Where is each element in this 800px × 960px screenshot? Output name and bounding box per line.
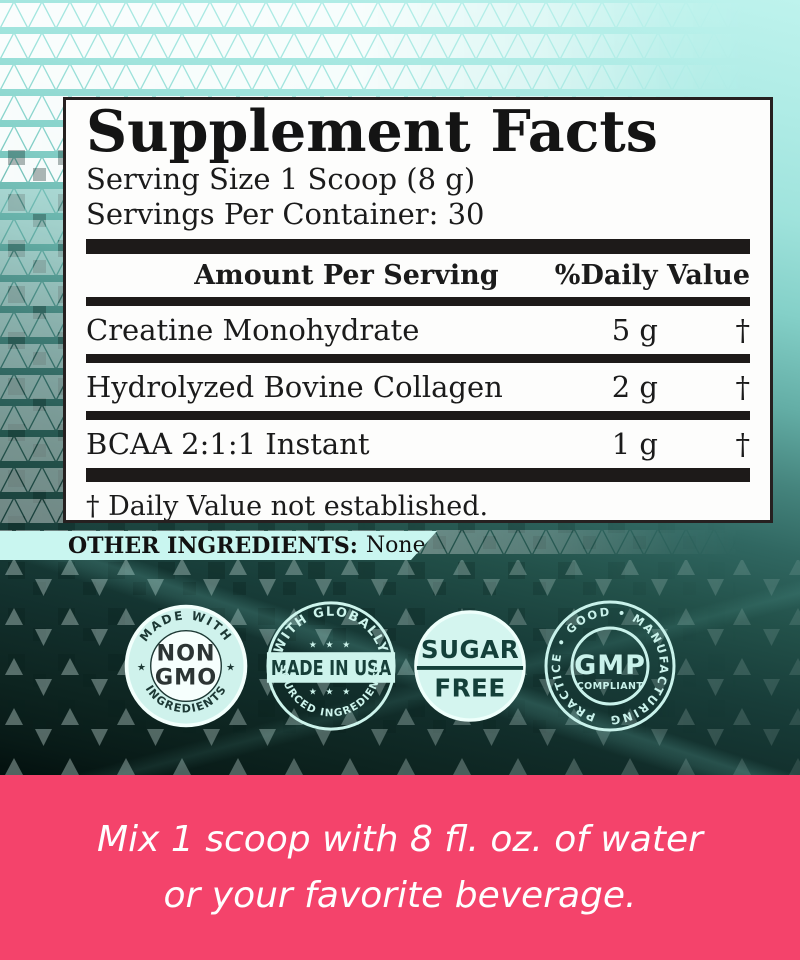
- badge-outer-ring: [544, 600, 675, 732]
- gmp-compliant-text: COMPLIANT: [576, 681, 643, 692]
- divider: [86, 411, 750, 420]
- stars-row: ★ ★ ★: [308, 688, 352, 698]
- gmp-badge: PRACTICE • GOOD • MANUFACTURING • GMP CO…: [540, 596, 675, 732]
- other-ingredients-label: OTHER INGREDIENTS:: [68, 532, 358, 559]
- ingredient-amount: 1 g: [611, 427, 658, 461]
- directions-banner: Mix 1 scoop with 8 fl. oz. of water or y…: [0, 775, 800, 960]
- other-ingredients-value: None: [365, 533, 426, 558]
- servings-per-container: Servings Per Container: 30: [86, 197, 485, 231]
- supplement-facts-panel: Supplement Facts Serving Size 1 Scoop (8…: [63, 97, 773, 523]
- table-row: Creatine Monohydrate 5 g †: [86, 306, 750, 354]
- ingredient-name: Creatine Monohydrate: [86, 313, 420, 347]
- divider-thick-top: [86, 239, 750, 254]
- table-row: Hydrolyzed Bovine Collagen 2 g †: [86, 363, 750, 411]
- divider: [86, 297, 750, 306]
- column-amount-per-serving: Amount Per Serving: [194, 260, 499, 291]
- table-row: BCAA 2:1:1 Instant 1 g †: [86, 420, 750, 468]
- stars-row: ★ ★ ★: [308, 640, 352, 650]
- non-gmo-text: GMO: [154, 665, 216, 691]
- ingredient-dv: †: [735, 427, 751, 461]
- non-gmo-badge: MADE WITH INGREDIENTS ★ ★ NON GMO: [124, 604, 247, 728]
- non-gmo-text: NON: [156, 640, 215, 666]
- divider: [86, 354, 750, 363]
- made-in-usa-text: MADE IN USA: [270, 656, 390, 680]
- star-icon: ★: [136, 663, 145, 674]
- facts-title: Supplement Facts: [86, 98, 658, 165]
- made-in-usa-badge: WITH GLOBALLY ★ ★ ★ MADE IN USA ★ ★ ★ SO…: [265, 601, 396, 731]
- divider-thick-bottom: [86, 468, 750, 482]
- badge-center-band: [266, 652, 395, 683]
- directions-line2: or your favorite beverage.: [163, 874, 637, 916]
- gmp-text: GMP: [574, 650, 646, 681]
- ingredient-name: Hydrolyzed Bovine Collagen: [86, 370, 503, 404]
- sugar-free-badge: SUGAR FREE: [413, 610, 526, 722]
- directions-line1: Mix 1 scoop with 8 fl. oz. of water: [97, 818, 703, 860]
- ingredient-name: BCAA 2:1:1 Instant: [86, 427, 370, 461]
- ingredient-amount: 2 g: [611, 370, 658, 404]
- sugar-free-text: FREE: [434, 673, 505, 702]
- ingredient-amount: 5 g: [611, 313, 658, 347]
- sugar-free-text: SUGAR: [420, 635, 518, 664]
- other-ingredients-banner: OTHER INGREDIENTS: None: [0, 531, 437, 560]
- daily-value-footnote: † Daily Value not established.: [86, 491, 489, 522]
- ingredient-dv: †: [735, 313, 751, 347]
- star-icon: ★: [225, 663, 234, 674]
- column-daily-value: %Daily Value: [554, 260, 750, 291]
- serving-size: Serving Size 1 Scoop (8 g): [86, 162, 476, 196]
- certification-badges-row: MADE WITH INGREDIENTS ★ ★ NON GMO WITH G…: [0, 596, 800, 736]
- badge-inner-ring: [570, 626, 649, 706]
- table-header-row: Amount Per Serving %Daily Value: [86, 254, 750, 297]
- badge-inner-circle: [149, 630, 222, 702]
- ingredient-dv: †: [735, 370, 751, 404]
